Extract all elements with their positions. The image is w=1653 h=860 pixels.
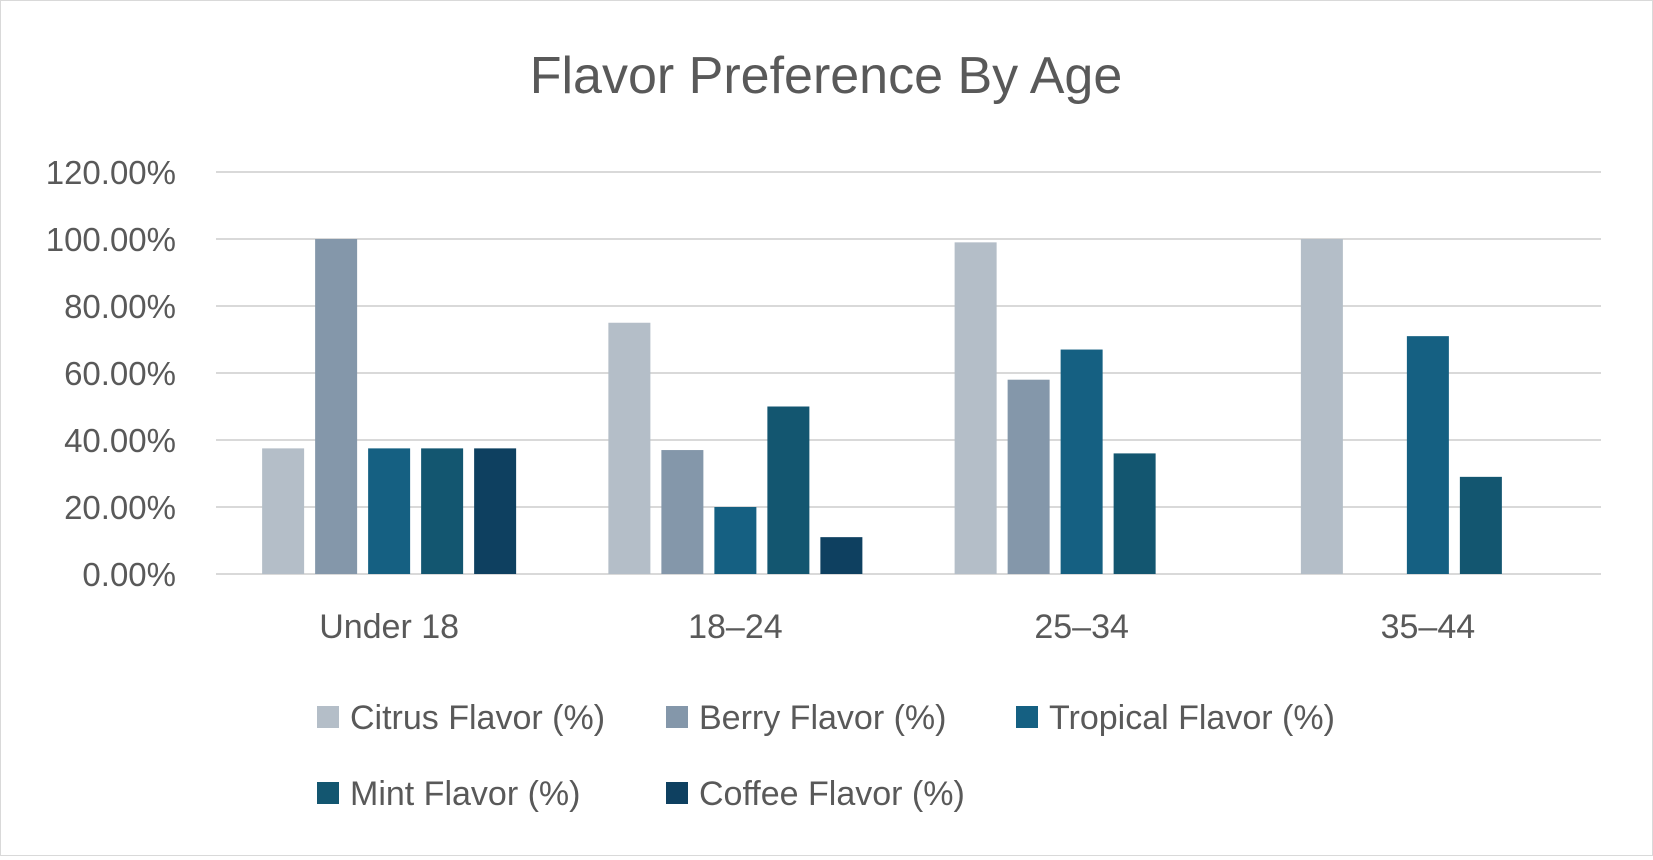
legend-label: Citrus Flavor (%)	[350, 699, 605, 737]
legend-label: Mint Flavor (%)	[350, 775, 580, 813]
bar-citrus-2	[954, 242, 997, 574]
x-tick-label: Under 18	[319, 608, 459, 646]
legend-item: Berry Flavor (%)	[666, 699, 946, 737]
bar-citrus-0	[262, 448, 305, 574]
bar-tropical-1	[714, 507, 757, 574]
chart-title: Flavor Preference By Age	[530, 47, 1123, 105]
bar-berry-0	[315, 239, 358, 574]
bar-coffee-1	[820, 537, 863, 574]
bar-berry-2	[1007, 379, 1050, 574]
x-axis-tick-labels: Under 18 18–24 25–34 35–44	[319, 608, 1475, 646]
y-tick-label: 60.00%	[64, 355, 176, 392]
legend-swatch	[666, 782, 688, 804]
x-tick-label: 18–24	[688, 608, 783, 646]
bar-tropical-3	[1406, 336, 1449, 574]
legend-item: Citrus Flavor (%)	[317, 699, 605, 737]
y-tick-label: 20.00%	[64, 489, 176, 526]
bar-mint-2	[1113, 453, 1156, 574]
y-axis-tick-labels: 0.00% 20.00% 40.00% 60.00% 80.00% 100.00% 120.…	[46, 154, 176, 593]
x-tick-label: 35–44	[1381, 608, 1476, 646]
y-tick-label: 80.00%	[64, 288, 176, 325]
bar-coffee-0	[474, 448, 517, 574]
legend: Citrus Flavor (%) Berry Flavor (%) Tropica…	[317, 699, 1335, 813]
legend-item: Tropical Flavor (%)	[1016, 699, 1335, 737]
bars	[262, 239, 1502, 574]
y-tick-label: 40.00%	[64, 422, 176, 459]
x-tick-label: 25–34	[1034, 608, 1129, 646]
legend-label: Berry Flavor (%)	[699, 699, 946, 737]
legend-item: Coffee Flavor (%)	[666, 775, 965, 813]
bar-citrus-3	[1300, 239, 1343, 574]
bar-tropical-0	[368, 448, 411, 574]
y-tick-label: 120.00%	[46, 154, 176, 191]
y-tick-label: 0.00%	[82, 556, 176, 593]
bar-tropical-2	[1060, 349, 1103, 574]
bar-mint-0	[421, 448, 464, 574]
legend-label: Tropical Flavor (%)	[1049, 699, 1335, 737]
bar-mint-3	[1459, 476, 1502, 574]
bar-berry-1	[661, 450, 704, 574]
legend-swatch	[317, 706, 339, 728]
legend-swatch	[317, 782, 339, 804]
y-tick-label: 100.00%	[46, 221, 176, 258]
bar-mint-1	[767, 406, 810, 574]
legend-item: Mint Flavor (%)	[317, 775, 580, 813]
bar-citrus-1	[608, 322, 651, 574]
legend-swatch	[666, 706, 688, 728]
legend-swatch	[1016, 706, 1038, 728]
legend-label: Coffee Flavor (%)	[699, 775, 965, 813]
